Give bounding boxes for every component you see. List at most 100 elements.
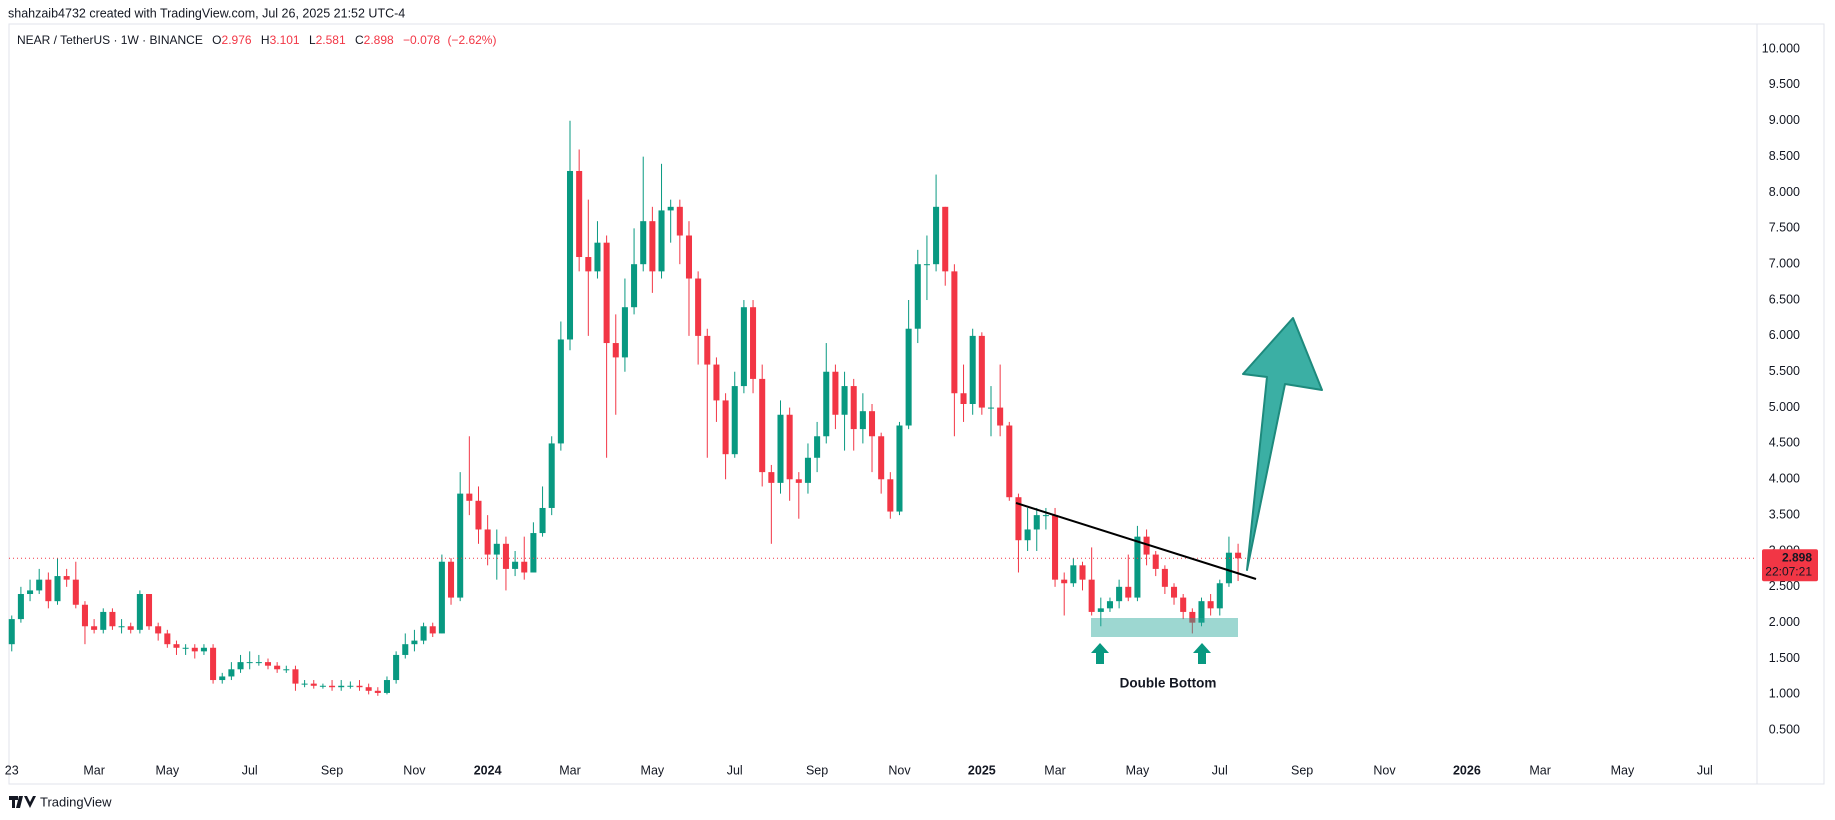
y-tick-label: 4.000 — [1769, 472, 1800, 486]
annotation: Double Bottom — [1120, 676, 1217, 691]
candle-body — [1235, 552, 1242, 559]
x-tick-label: May — [1126, 763, 1150, 777]
candle-body — [374, 690, 381, 693]
candle-body — [786, 414, 793, 480]
candle-body — [868, 411, 876, 437]
candle-body — [1225, 552, 1232, 584]
candle-body — [750, 307, 757, 379]
candle-body — [347, 685, 354, 687]
candle-body — [475, 500, 482, 530]
candle-body — [704, 335, 711, 365]
candle-body — [1143, 536, 1150, 555]
candle-body — [246, 662, 253, 664]
candle-body — [118, 626, 125, 628]
candle-body — [832, 371, 839, 415]
candle-body — [887, 479, 894, 512]
candle-body — [603, 242, 610, 344]
countdown: 22:07:21 — [1765, 564, 1812, 578]
candle-body — [319, 685, 326, 687]
x-tick-label: Nov — [888, 763, 911, 777]
candle-body — [173, 644, 180, 648]
candle-body — [878, 436, 885, 480]
candle-body — [219, 676, 226, 681]
candle-body — [1207, 601, 1214, 609]
candle-body — [1216, 583, 1223, 609]
candle-body — [566, 170, 574, 340]
candle-body — [45, 579, 52, 602]
legend-line: NEAR / TetherUS · 1W · BINANCE O2.976 H3… — [17, 33, 496, 47]
ohlc-letter: O — [212, 33, 221, 47]
x-tick-label: Mar — [559, 763, 581, 777]
candle-body — [621, 307, 628, 358]
candle-body — [301, 683, 308, 685]
candle-body — [210, 647, 217, 681]
x-tick-label: 23 — [5, 763, 19, 777]
candle-body — [8, 619, 15, 645]
candle-body — [1152, 554, 1159, 569]
candle-body — [1024, 529, 1031, 541]
candle-body — [594, 242, 601, 272]
candle-body — [1052, 515, 1059, 580]
candle-body — [264, 662, 272, 666]
candle-body — [658, 210, 665, 272]
candle-body — [493, 543, 500, 555]
candle-body — [1061, 579, 1068, 584]
x-tick-label: Mar — [1529, 763, 1551, 777]
candle-body — [640, 221, 647, 265]
candle-body — [512, 561, 519, 569]
candle-body — [1125, 586, 1132, 598]
x-tick-label: Jul — [727, 763, 743, 777]
candle-body — [429, 626, 436, 634]
candle-body — [1198, 601, 1205, 623]
candle-body — [768, 472, 775, 483]
candle-body — [91, 626, 98, 630]
x-tick-label: Jul — [242, 763, 258, 777]
candle-body — [466, 493, 473, 501]
x-tick-label: Nov — [403, 763, 426, 777]
y-tick-label: 7.500 — [1769, 221, 1800, 235]
candle-body — [63, 576, 70, 580]
x-tick-label: Jul — [1212, 763, 1228, 777]
candle-body — [612, 343, 619, 358]
candle-body — [557, 339, 564, 444]
candle-body — [685, 235, 693, 279]
candle-body — [1033, 515, 1040, 530]
candle-body — [457, 493, 464, 598]
candle-body — [1189, 611, 1196, 623]
candle-body — [667, 206, 674, 211]
candle-body — [740, 307, 747, 387]
x-tick-label: Sep — [806, 763, 828, 777]
candle-body — [576, 170, 583, 258]
change-percent: (−2.62%) — [447, 33, 496, 47]
candle-body — [100, 611, 107, 630]
candle-body — [823, 371, 830, 437]
candle-body — [182, 647, 189, 649]
candle-body — [841, 386, 848, 415]
candle-body — [896, 425, 903, 512]
candle-body — [127, 626, 134, 630]
candle-body — [36, 579, 43, 591]
candle-body — [136, 594, 143, 630]
candle-body — [960, 393, 967, 404]
candle-body — [1070, 565, 1077, 584]
candle-body — [146, 594, 153, 627]
candle-body — [228, 669, 235, 677]
candle-body — [923, 264, 930, 266]
x-tick-label: May — [1611, 763, 1635, 777]
candle-body — [585, 257, 592, 272]
candle-body — [804, 457, 811, 483]
y-tick-label: 6.000 — [1769, 328, 1800, 342]
candle-body — [502, 543, 509, 569]
candle-body — [200, 647, 207, 652]
y-tick-label: 8.500 — [1769, 149, 1800, 163]
candle-body — [850, 386, 857, 430]
y-tick-label: 2.500 — [1769, 579, 1800, 593]
candle-body — [164, 633, 171, 645]
chart-frame — [8, 23, 1825, 785]
trend-line — [1015, 502, 1257, 580]
candle-body — [859, 411, 866, 430]
y-tick-label: 1.500 — [1769, 651, 1800, 665]
candle-body — [713, 364, 720, 401]
